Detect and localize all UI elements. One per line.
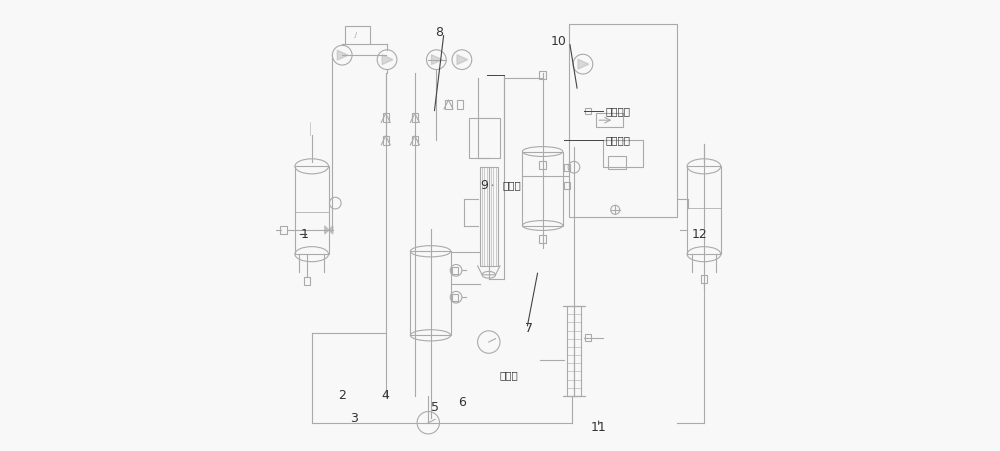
Text: 循環水進: 循環水進 bbox=[605, 135, 630, 145]
Text: 2: 2 bbox=[338, 389, 346, 402]
Bar bbox=[480, 167, 498, 266]
Bar bbox=[687, 166, 721, 254]
Bar bbox=[412, 136, 418, 145]
Polygon shape bbox=[382, 55, 393, 64]
Bar bbox=[608, 156, 626, 170]
Bar bbox=[603, 140, 643, 167]
Polygon shape bbox=[578, 59, 589, 69]
Bar bbox=[539, 235, 546, 243]
Bar bbox=[410, 251, 451, 335]
Bar bbox=[445, 100, 452, 109]
Text: 12: 12 bbox=[692, 228, 707, 241]
Text: 蒸汽出: 蒸汽出 bbox=[499, 371, 518, 381]
Bar bbox=[539, 71, 546, 79]
Bar bbox=[569, 24, 677, 216]
Polygon shape bbox=[329, 226, 333, 234]
Text: 蒸汽進: 蒸汽進 bbox=[502, 180, 521, 190]
Text: 6: 6 bbox=[458, 396, 466, 409]
Bar bbox=[452, 294, 458, 301]
Bar bbox=[585, 334, 591, 341]
Bar bbox=[457, 100, 463, 109]
Text: 7: 7 bbox=[525, 322, 533, 335]
Bar bbox=[585, 108, 591, 115]
Bar bbox=[295, 166, 329, 254]
Bar bbox=[564, 164, 570, 171]
Text: 8: 8 bbox=[435, 26, 443, 39]
Text: 9: 9 bbox=[480, 179, 488, 192]
Bar bbox=[701, 275, 707, 283]
Polygon shape bbox=[325, 226, 329, 234]
Text: 11: 11 bbox=[591, 421, 606, 434]
Bar bbox=[280, 226, 287, 234]
Polygon shape bbox=[431, 55, 442, 64]
Bar bbox=[596, 114, 623, 127]
Bar bbox=[567, 306, 581, 396]
Bar bbox=[539, 161, 546, 169]
Bar bbox=[412, 114, 418, 122]
Bar bbox=[564, 182, 570, 189]
Bar bbox=[304, 277, 310, 285]
Bar bbox=[469, 118, 500, 158]
Bar bbox=[345, 26, 370, 44]
Polygon shape bbox=[337, 50, 348, 60]
Text: 1: 1 bbox=[301, 228, 309, 241]
Text: 10: 10 bbox=[550, 35, 566, 48]
Bar bbox=[452, 267, 458, 274]
Text: 5: 5 bbox=[431, 400, 439, 414]
Text: 4: 4 bbox=[382, 389, 390, 402]
Text: J: J bbox=[355, 32, 357, 38]
Polygon shape bbox=[457, 55, 468, 64]
Bar bbox=[522, 152, 563, 226]
Bar bbox=[383, 136, 389, 145]
Text: 3: 3 bbox=[350, 412, 358, 425]
Text: 循環水出: 循環水出 bbox=[605, 106, 630, 116]
Bar bbox=[383, 114, 389, 122]
